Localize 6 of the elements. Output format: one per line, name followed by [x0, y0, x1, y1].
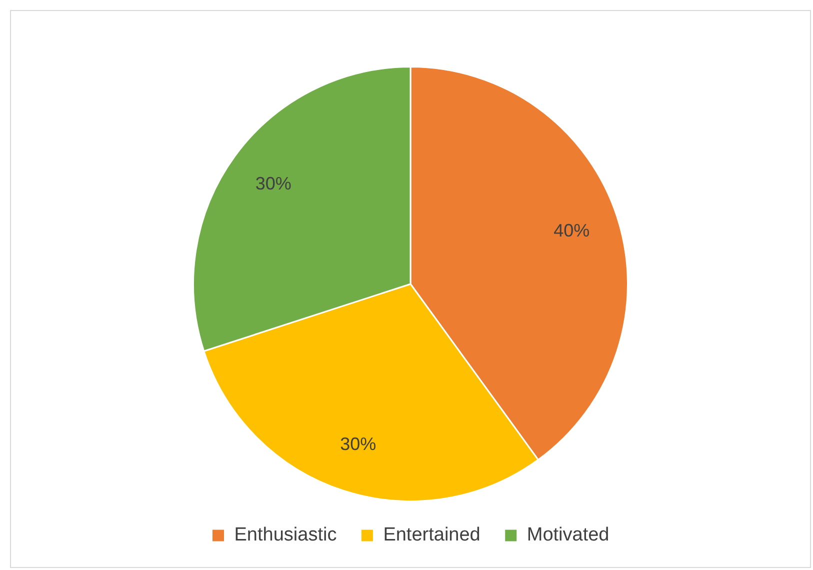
data-label: 40% — [554, 220, 590, 241]
data-label: 30% — [255, 173, 292, 194]
legend-label: Entertained — [383, 524, 480, 546]
data-label: 30% — [340, 434, 376, 454]
legend-label: Motivated — [526, 524, 610, 546]
legend-label: Enthusiastic — [234, 524, 337, 546]
